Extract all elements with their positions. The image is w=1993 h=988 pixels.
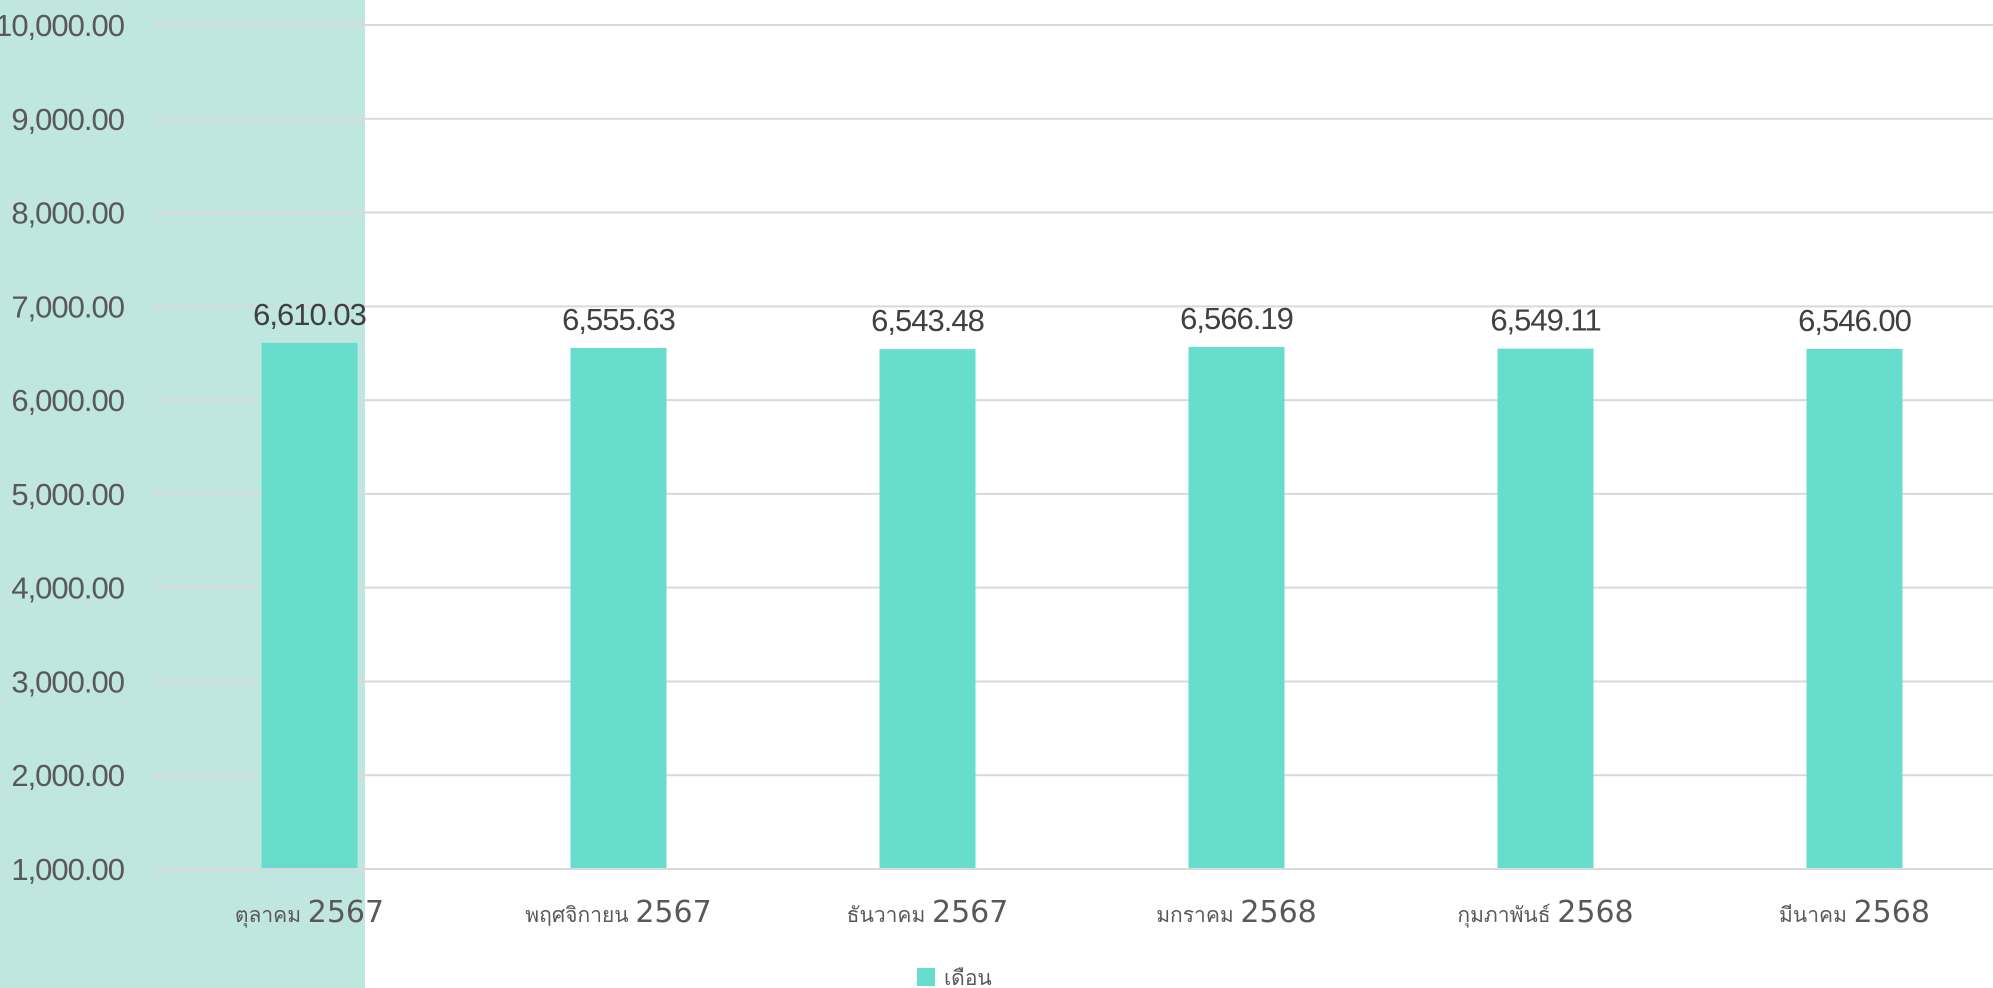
- bar: [879, 349, 976, 869]
- y-tick-label: 7,000.00: [11, 289, 124, 324]
- y-tick-label: 9,000.00: [11, 102, 124, 137]
- bar: [1497, 348, 1594, 869]
- y-tick-label: 2,000.00: [11, 758, 124, 793]
- legend-swatch: [917, 968, 935, 986]
- bar: [261, 342, 358, 870]
- y-tick-label: 6,000.00: [11, 383, 124, 418]
- y-tick-label: 8,000.00: [11, 196, 124, 231]
- x-tick-label: ธันวาคม 2567: [847, 895, 1009, 930]
- x-tick-label: ตุลาคม 2567: [235, 895, 384, 930]
- y-tick-label: 5,000.00: [11, 477, 124, 512]
- x-tick-label: มีนาคม 2568: [1779, 895, 1930, 930]
- x-tick-label: พฤศจิกายน 2567: [525, 895, 711, 930]
- y-tick-label: 3,000.00: [11, 664, 124, 699]
- bar: [570, 348, 667, 869]
- bar: [1188, 347, 1285, 869]
- data-label: 6,610.03: [253, 297, 366, 332]
- bar: [1806, 348, 1903, 869]
- y-tick-label: 10,000.00: [0, 8, 125, 43]
- data-label: 6,549.11: [1490, 303, 1600, 338]
- y-tick-label: 4,000.00: [11, 571, 124, 606]
- data-label: 6,543.48: [871, 303, 984, 338]
- x-tick-label: กุมภาพันธ์ 2568: [1457, 895, 1633, 930]
- legend-label: เดือน: [944, 966, 992, 988]
- y-tick-label: 1,000.00: [11, 852, 124, 887]
- x-tick-label: มกราคม 2568: [1156, 895, 1317, 930]
- data-label: 6,566.19: [1180, 301, 1293, 336]
- data-label: 6,546.00: [1798, 303, 1911, 338]
- data-label: 6,555.63: [562, 302, 675, 337]
